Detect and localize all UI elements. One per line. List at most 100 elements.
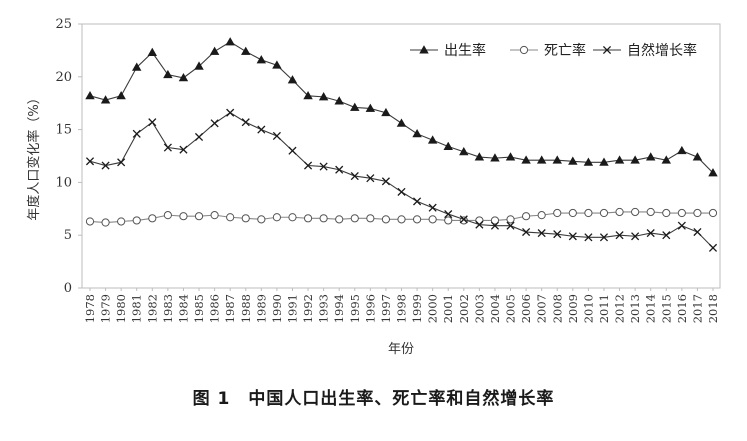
x-tick-label: 1986	[208, 294, 222, 323]
data-point-circle	[272, 213, 281, 222]
data-point-circle	[226, 213, 235, 222]
data-point-x	[584, 233, 593, 242]
x-tick-label: 1990	[270, 294, 284, 323]
data-point-x	[148, 118, 157, 127]
x-tick-label: 1984	[176, 294, 190, 323]
x-tick-label: 1983	[161, 294, 175, 323]
data-point-triangle	[256, 55, 267, 64]
data-point-x	[210, 119, 219, 128]
data-point-circle	[179, 212, 188, 221]
data-point-circle	[599, 208, 609, 218]
data-point-circle	[615, 207, 624, 217]
data-point-circle	[303, 214, 313, 223]
legend-item: 出生率	[410, 42, 486, 59]
data-point-circle	[553, 208, 562, 218]
data-point-triangle	[147, 47, 158, 56]
y-axis: 0 5 10 15 20 25	[55, 17, 82, 296]
data-point-triangle	[178, 73, 189, 82]
x-tick-label: 2012	[613, 294, 627, 323]
data-point-triangle	[412, 129, 422, 138]
data-point-circle	[163, 211, 172, 220]
data-point-triangle	[287, 75, 298, 84]
data-point-triangle	[521, 155, 531, 164]
data-point-triangle	[645, 152, 656, 161]
data-point-triangle	[490, 153, 500, 162]
x-axis-title: 年份	[388, 342, 414, 357]
data-point-x	[335, 165, 344, 174]
x-tick-label: 1994	[332, 294, 346, 323]
data-point-x	[631, 232, 640, 241]
data-point-x	[522, 227, 531, 237]
x-tick-label: 2004	[488, 294, 502, 323]
y-tick-label: 0	[64, 281, 72, 296]
data-point-circle	[132, 216, 141, 225]
figure-caption: 图 1 中国人口出生率、死亡率和自然增长率	[192, 389, 555, 409]
x-tick-label: 1995	[348, 294, 362, 323]
data-point-circle	[522, 212, 531, 221]
data-point-x	[397, 187, 406, 196]
data-point-x	[257, 125, 266, 134]
data-point-x	[288, 146, 297, 155]
data-point-circle	[101, 218, 110, 227]
x-tick-label: 1987	[223, 294, 237, 323]
data-point-x	[226, 108, 235, 117]
data-point-circle	[708, 208, 718, 218]
data-point-x	[381, 177, 390, 186]
legend: 出生率 死亡率 自然增长率	[410, 42, 697, 59]
data-point-circle	[257, 215, 266, 224]
data-point-triangle	[396, 118, 407, 127]
data-point-triangle	[350, 102, 360, 111]
x-tick-label: 2008	[550, 294, 564, 323]
data-point-circle	[519, 45, 529, 55]
x-tick-label: 2010	[581, 294, 595, 323]
data-point-triangle	[241, 46, 251, 55]
x-tick-label: 1985	[192, 294, 206, 323]
data-point-x	[693, 227, 702, 237]
x-tick-label: 1998	[395, 294, 409, 323]
data-point-triangle	[599, 157, 609, 166]
data-point-x	[537, 229, 546, 238]
x-tick-label: 1988	[239, 294, 253, 323]
data-point-triangle	[661, 155, 671, 164]
x-tick-label: 2017	[690, 294, 704, 323]
data-point-triangle	[568, 156, 578, 165]
legend-label: 出生率	[444, 42, 486, 59]
data-point-x	[179, 145, 188, 154]
legend-item: 自然增长率	[593, 42, 697, 59]
data-point-circle	[428, 215, 437, 224]
data-point-circle	[210, 211, 219, 220]
x-tick-label: 1997	[379, 294, 393, 323]
data-point-x	[303, 161, 313, 170]
x-tick-label: 2009	[566, 294, 580, 323]
data-point-x	[241, 118, 250, 127]
x-tick-label: 2000	[426, 294, 440, 323]
x-tick-label: 1982	[145, 294, 159, 323]
series-line	[89, 41, 714, 174]
data-point-triangle	[100, 95, 111, 104]
data-point-circle	[85, 217, 95, 226]
data-point-circle	[584, 208, 593, 218]
data-point-triangle	[225, 37, 235, 46]
x-axis: 1978 1979 1980 1981 1982 1983 1984 1985 1986 1987…	[83, 288, 720, 323]
data-point-x	[85, 157, 95, 166]
data-point-circle	[693, 208, 702, 218]
legend-label: 自然增长率	[627, 42, 697, 59]
data-point-triangle	[474, 152, 485, 161]
x-tick-label: 1999	[410, 294, 424, 323]
data-point-x	[366, 174, 375, 183]
data-point-x	[101, 161, 110, 170]
data-point-x	[272, 131, 281, 140]
data-point-x	[602, 45, 612, 55]
data-point-triangle	[209, 46, 220, 55]
legend-label: 死亡率	[544, 42, 586, 59]
x-tick-label: 2007	[535, 294, 549, 323]
data-point-x	[444, 210, 453, 219]
data-point-triangle	[630, 155, 640, 164]
data-point-triangle	[443, 141, 453, 150]
data-point-circle	[288, 213, 297, 222]
data-point-triangle	[583, 157, 594, 166]
legend-item: 死亡率	[510, 42, 586, 59]
data-point-triangle	[163, 69, 173, 79]
